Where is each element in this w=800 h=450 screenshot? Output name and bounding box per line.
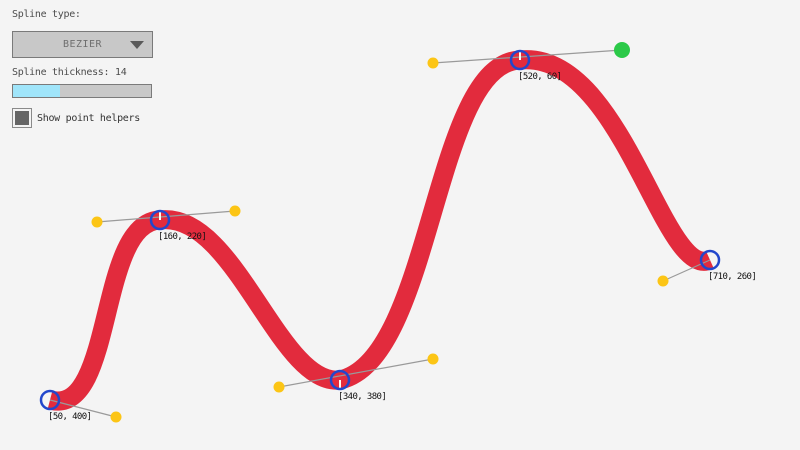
- anchor-point-ring[interactable]: [149, 209, 171, 231]
- anchor-point-ring[interactable]: [699, 249, 721, 271]
- control-handle-point[interactable]: [427, 57, 439, 69]
- handle-line: [96, 210, 236, 223]
- anchor-point-ring[interactable]: [39, 389, 61, 411]
- anchor-label: [50, 400]: [48, 412, 91, 422]
- control-handle-point-active[interactable]: [614, 42, 630, 58]
- handle-line: [49, 399, 117, 418]
- handle-line: [278, 358, 434, 388]
- anchor-point-ring[interactable]: [329, 369, 351, 391]
- spline-thickness-label: Spline thickness: 14: [12, 67, 127, 78]
- thickness-slider[interactable]: [12, 84, 152, 98]
- control-panel: Spline type: BEZIER Spline thickness: 14…: [0, 0, 200, 140]
- control-handle-point[interactable]: [229, 205, 241, 217]
- show-helpers-checkbox[interactable]: [12, 108, 32, 128]
- anchor-label: [160, 220]: [158, 232, 206, 242]
- spline-type-label: Spline type:: [12, 9, 81, 20]
- show-helpers-label: Show point helpers: [37, 112, 140, 124]
- control-handle-point[interactable]: [273, 381, 285, 393]
- checkbox-check: [15, 111, 29, 125]
- spline-type-value: BEZIER: [62, 39, 103, 50]
- control-handle-point[interactable]: [427, 353, 439, 365]
- anchor-label: [710, 260]: [708, 272, 756, 282]
- thickness-slider-fill: [13, 85, 60, 97]
- control-handle-point[interactable]: [657, 275, 669, 287]
- control-handle-point[interactable]: [91, 216, 103, 228]
- show-helpers-row: Show point helpers: [12, 108, 140, 128]
- chevron-down-icon: [130, 41, 144, 49]
- anchor-point-ring[interactable]: [509, 49, 531, 71]
- spline-curve: [47, 50, 714, 411]
- anchor-label: [520, 60]: [518, 72, 561, 82]
- control-handle-point[interactable]: [110, 411, 122, 423]
- anchor-label: [340, 380]: [338, 392, 386, 402]
- spline-type-dropdown[interactable]: BEZIER: [12, 31, 153, 58]
